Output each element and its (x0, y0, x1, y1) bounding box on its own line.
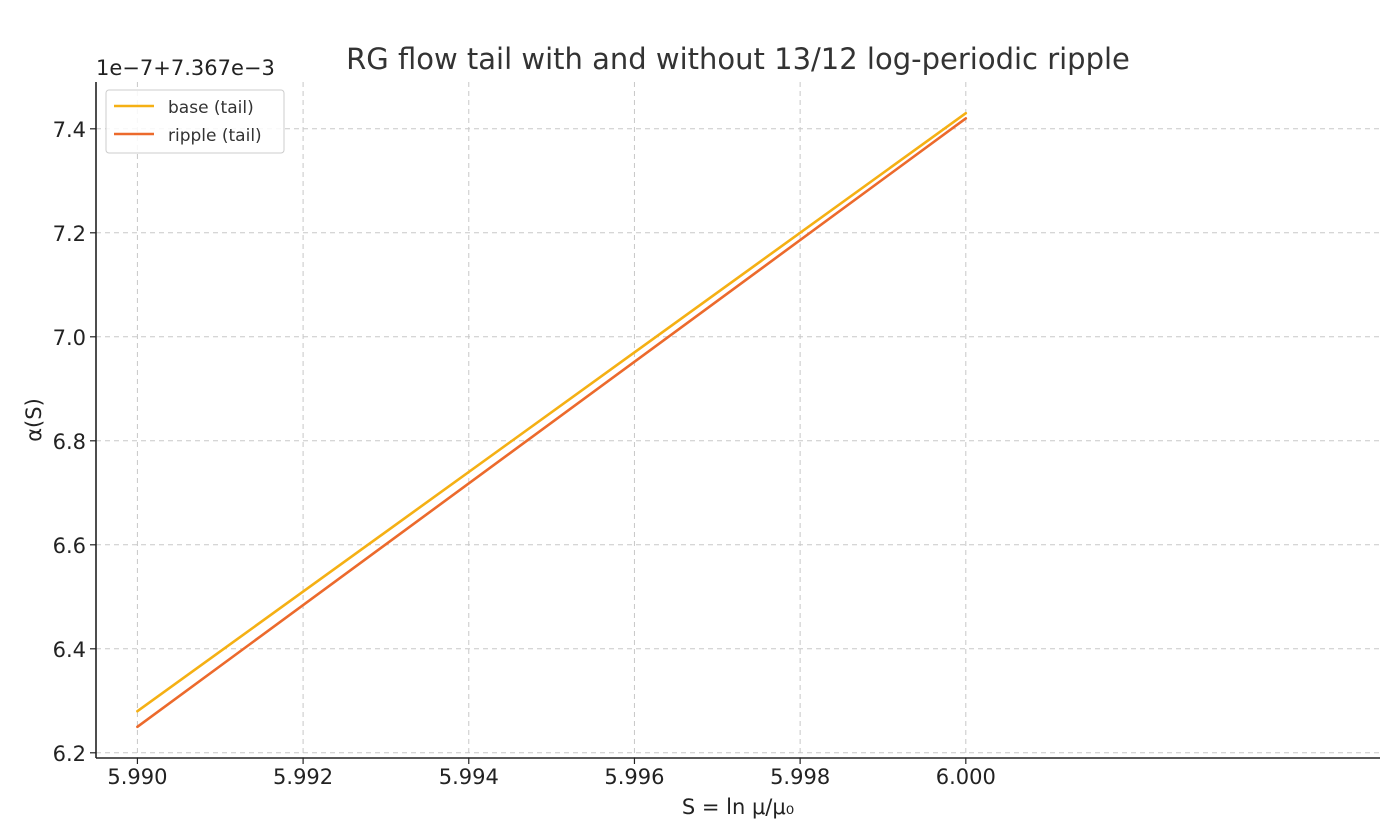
legend-label-ripple: ripple (tail) (168, 126, 262, 146)
grid (96, 82, 1380, 758)
y-tick-label: 6.2 (53, 742, 86, 766)
x-tick-label: 5.992 (273, 765, 333, 789)
x-tick-label: 5.998 (770, 765, 830, 789)
legend-label-base: base (tail) (168, 98, 254, 118)
legend: base (tail) ripple (tail) (105, 89, 285, 154)
chart-title: RG flow tail with and without 13/12 log-… (346, 42, 1130, 76)
x-ticks: 5.990 5.992 5.994 5.996 5.998 6.000 (107, 758, 996, 789)
x-tick-label: 5.996 (604, 765, 664, 789)
y-axis-label: α(S) (22, 398, 46, 442)
y-tick-label: 6.6 (53, 534, 86, 558)
x-tick-label: 5.994 (439, 765, 499, 789)
x-axis-label: S = ln μ/μ₀ (682, 795, 794, 819)
y-tick-label: 7.4 (53, 118, 86, 142)
y-offset-label: 1e−7+7.367e−3 (96, 56, 275, 80)
series-lines (136, 111, 968, 729)
y-tick-label: 6.4 (53, 638, 86, 662)
series-line-base (136, 111, 968, 713)
y-tick-label: 7.0 (53, 326, 86, 350)
y-tick-label: 6.8 (53, 430, 86, 454)
x-tick-label: 6.000 (936, 765, 996, 789)
series-line-ripple (136, 117, 968, 729)
y-ticks: 6.2 6.4 6.6 6.8 7.0 7.2 7.4 (53, 118, 96, 766)
x-tick-label: 5.990 (107, 765, 167, 789)
axes (95, 82, 1380, 759)
y-tick-label: 7.2 (53, 222, 86, 246)
